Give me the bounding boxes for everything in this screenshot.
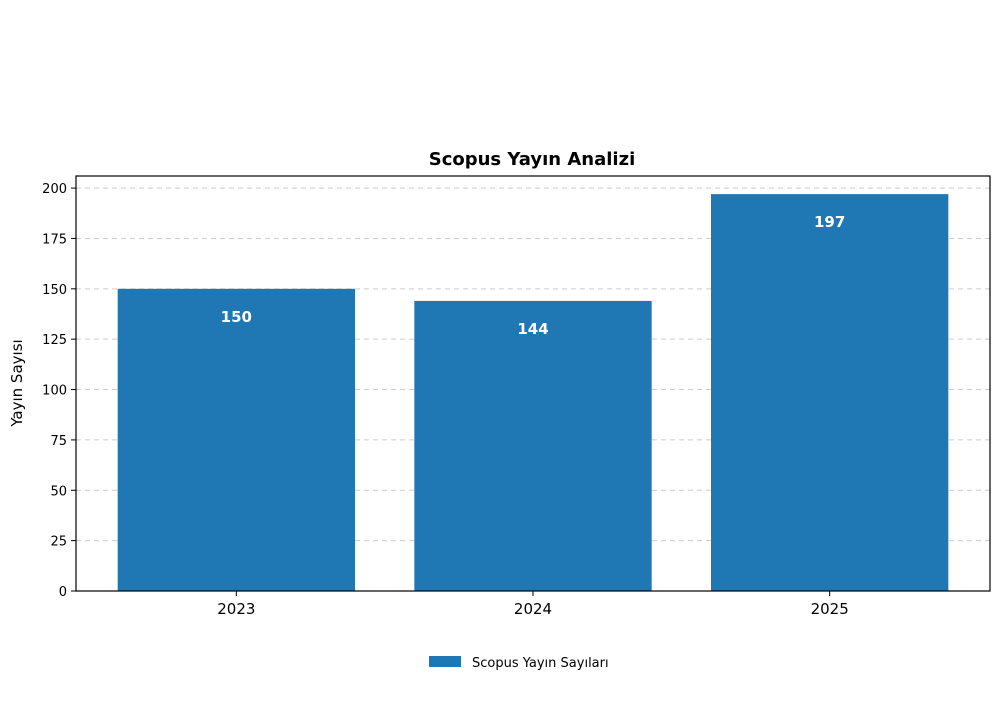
bar-value-label: 144 bbox=[517, 320, 548, 338]
bar-value-label: 197 bbox=[814, 213, 845, 231]
y-tick-label: 0 bbox=[59, 585, 67, 600]
y-tick-label: 50 bbox=[50, 484, 67, 499]
y-tick-label: 125 bbox=[42, 333, 67, 348]
x-tick-label: 2024 bbox=[514, 600, 552, 618]
plot-frame bbox=[75, 175, 991, 592]
chart-title: Scopus Yayın Analizi bbox=[429, 149, 636, 170]
y-tick-label: 75 bbox=[50, 434, 67, 449]
x-tick-label: 2023 bbox=[217, 600, 255, 618]
bar[interactable] bbox=[414, 300, 652, 591]
y-tick-label: 25 bbox=[50, 535, 67, 550]
legend-swatch bbox=[429, 656, 461, 667]
bar[interactable] bbox=[711, 194, 949, 591]
bar[interactable] bbox=[117, 288, 356, 591]
bar-value-label: 150 bbox=[221, 308, 252, 326]
legend-label: Scopus Yayın Sayıları bbox=[472, 656, 609, 671]
y-tick-label: 200 bbox=[42, 182, 67, 197]
y-tick-label: 100 bbox=[42, 384, 67, 399]
x-tick-label: 2025 bbox=[811, 600, 849, 618]
bars-layer bbox=[117, 194, 949, 591]
axes-layer: 0 25 50 75 100 125 150 175 200 2023 2024 2025 bbox=[42, 175, 991, 618]
y-tick-label: 175 bbox=[42, 232, 67, 247]
bar-labels-layer: 150 144 197 bbox=[221, 213, 846, 338]
y-tick-label: 150 bbox=[42, 283, 67, 298]
y-axis-label: Yayın Sayısı bbox=[8, 339, 26, 427]
legend[interactable]: Scopus Yayın Sayıları bbox=[429, 656, 609, 671]
